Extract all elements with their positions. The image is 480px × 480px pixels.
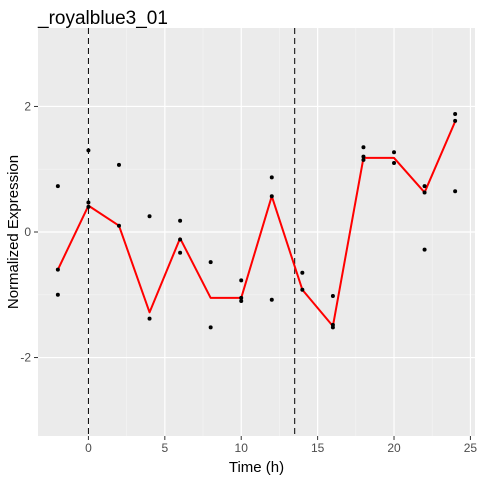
data-point — [422, 190, 427, 195]
data-point — [147, 214, 152, 219]
data-point — [239, 295, 244, 300]
data-point — [147, 316, 152, 321]
data-point — [392, 160, 397, 165]
data-point — [269, 175, 274, 180]
y-tick-label: 0 — [24, 225, 31, 239]
y-axis-title: Normalized Expression — [5, 155, 22, 309]
reference-lines — [87, 28, 296, 436]
data-point — [330, 322, 335, 327]
data-point — [55, 292, 60, 297]
data-point — [178, 237, 183, 242]
data-point — [361, 157, 366, 162]
x-tick-label: 20 — [387, 441, 401, 455]
data-point — [453, 111, 458, 116]
data-point — [422, 247, 427, 252]
data-point — [208, 325, 213, 330]
x-tick-label: 10 — [235, 441, 249, 455]
data-point — [361, 154, 366, 159]
data-point — [422, 184, 427, 189]
data-point — [269, 194, 274, 199]
data-point — [300, 270, 305, 275]
data-point — [208, 260, 213, 265]
x-tick-label: 5 — [161, 441, 168, 455]
data-points — [55, 111, 458, 330]
data-point — [116, 162, 121, 167]
data-point — [392, 150, 397, 155]
data-point — [453, 189, 458, 194]
x-axis-title: Time (h) — [229, 459, 284, 476]
data-point — [55, 184, 60, 189]
chart-title: _royalblue3_01 — [37, 8, 168, 29]
data-point — [300, 287, 305, 292]
data-point — [361, 145, 366, 150]
grid-major — [38, 28, 475, 436]
data-point — [55, 267, 60, 272]
data-point — [86, 200, 91, 205]
data-point — [330, 294, 335, 299]
y-axis-ticks: -2 0 2 — [20, 99, 38, 365]
x-axis-ticks: 0 5 10 15 20 25 — [85, 436, 477, 455]
data-point — [239, 278, 244, 283]
data-point — [453, 118, 458, 123]
data-point — [269, 297, 274, 302]
x-tick-label: 25 — [464, 441, 478, 455]
y-tick-label: -2 — [20, 351, 31, 365]
x-tick-label: 15 — [311, 441, 325, 455]
x-tick-label: 0 — [85, 441, 92, 455]
mean-line — [56, 121, 457, 328]
data-point — [86, 204, 91, 209]
data-point — [178, 218, 183, 223]
data-point — [116, 223, 121, 228]
data-point — [178, 250, 183, 255]
series-line — [56, 121, 457, 328]
data-point — [239, 299, 244, 304]
y-tick-label: 2 — [24, 99, 31, 113]
data-point — [86, 148, 91, 153]
